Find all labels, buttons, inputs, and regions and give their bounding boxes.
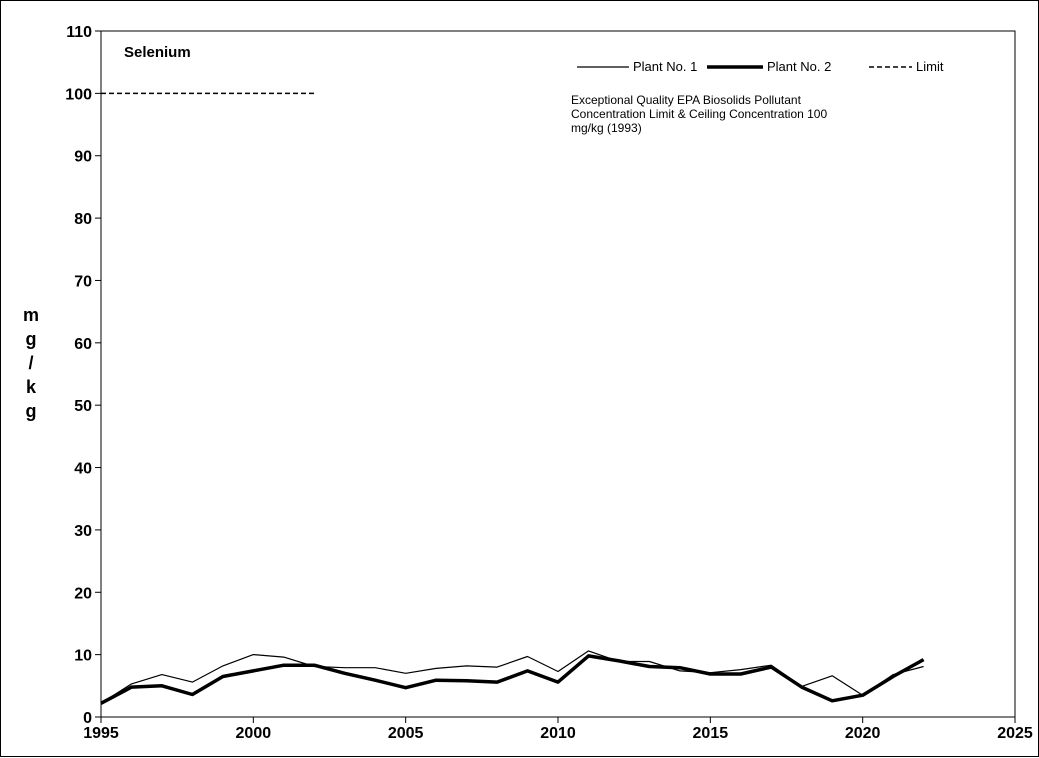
series-line-plant-2 <box>100 654 925 705</box>
y-tick-label: 70 <box>74 273 92 290</box>
legend: Plant No. 1 Plant No. 2 Limit <box>577 59 944 74</box>
plot-frame <box>100 30 1016 718</box>
x-tick-label: 2005 <box>388 725 424 742</box>
y-tick-label: 50 <box>74 398 92 415</box>
y-axis-label: mg/kg <box>23 305 39 421</box>
y-tick-label: 0 <box>83 710 92 727</box>
y-axis-label-char: m <box>23 305 39 325</box>
x-tick-label: 2015 <box>693 725 729 742</box>
y-axis-label-char: g <box>26 329 37 349</box>
y-tick-label: 60 <box>74 336 92 353</box>
annotation-line: mg/kg (1993) <box>571 121 642 135</box>
legend-label: Plant No. 2 <box>767 59 831 74</box>
y-tick-label: 90 <box>74 149 92 166</box>
x-tick-label: 2000 <box>236 725 272 742</box>
series-layer <box>100 92 925 705</box>
y-tick-label: 100 <box>65 86 92 103</box>
limit-annotation: Exceptional Quality EPA Biosolids Pollut… <box>571 93 827 135</box>
legend-label: Plant No. 1 <box>633 59 697 74</box>
y-axis-label-char: / <box>28 353 33 373</box>
legend-label: Limit <box>916 59 944 74</box>
x-tick-label: 2020 <box>845 725 881 742</box>
y-tick-label: 40 <box>74 461 92 478</box>
y-tick-label: 30 <box>74 523 92 540</box>
chart-title: Selenium <box>124 44 191 61</box>
x-tick-label: 2010 <box>540 725 576 742</box>
x-tick-label: 1995 <box>83 725 119 742</box>
x-tick-label: 2025 <box>997 725 1033 742</box>
y-tick-label: 110 <box>66 24 92 41</box>
y-tick-label: 20 <box>74 585 92 602</box>
annotation-line: Exceptional Quality EPA Biosolids Pollut… <box>571 93 802 107</box>
annotation-line: Concentration Limit & Ceiling Concentrat… <box>571 107 827 121</box>
y-axis: 0 10 20 30 40 50 60 70 80 90 100 110 <box>65 24 101 727</box>
y-tick-label: 80 <box>74 211 92 228</box>
y-axis-label-char: g <box>26 401 37 421</box>
y-axis-label-char: k <box>26 377 37 397</box>
y-tick-label: 10 <box>74 648 92 665</box>
x-axis: 1995 2000 2005 2010 2015 2020 2025 <box>83 717 1033 742</box>
